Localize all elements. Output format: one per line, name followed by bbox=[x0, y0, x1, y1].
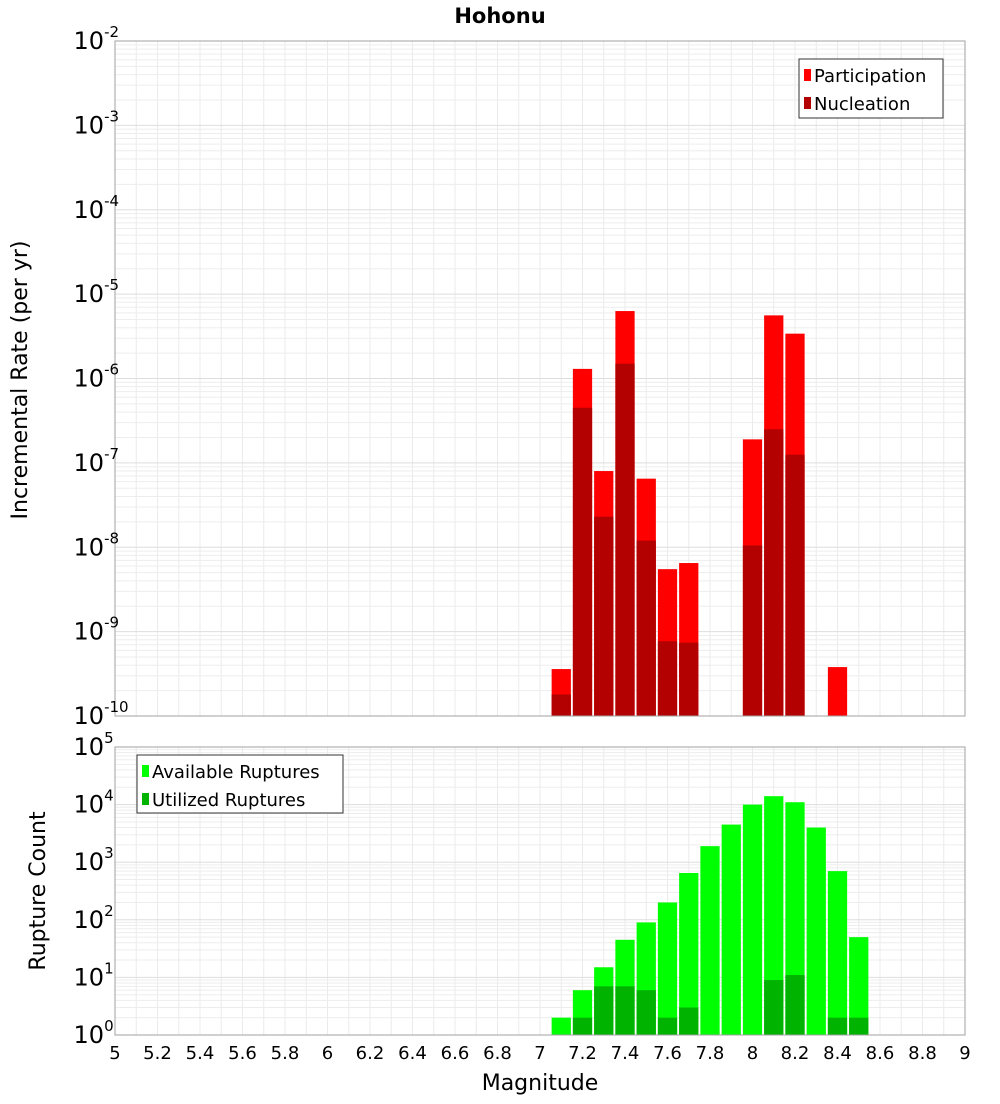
count-panel-y-tick-label: 102 bbox=[74, 902, 114, 934]
count-panel-bar bbox=[700, 846, 720, 1035]
x-tick-label: 7.4 bbox=[611, 1043, 640, 1064]
rate-panel-plot-border bbox=[114, 40, 966, 717]
top-y-axis-label: Incremental Rate (per yr) bbox=[8, 241, 33, 520]
count-panel-bar bbox=[657, 1017, 678, 1035]
count-panel-bar bbox=[849, 937, 869, 1035]
bottom-y-axis-label: Rupture Count bbox=[26, 811, 51, 971]
rate-panel-bar bbox=[615, 363, 635, 716]
rate-legend-swatch bbox=[804, 69, 811, 81]
x-tick-label: 5.2 bbox=[143, 1043, 172, 1064]
rate-legend-swatch bbox=[804, 97, 811, 109]
x-tick-label: 5.4 bbox=[186, 1043, 215, 1064]
rate-panel-plot-area bbox=[114, 40, 966, 717]
rate-legend-label: Participation bbox=[814, 66, 926, 87]
count-legend-label: Utilized Ruptures bbox=[152, 790, 305, 811]
count-panel-y-tick-label: 103 bbox=[74, 844, 114, 876]
count-panel-y-tick-label: 100 bbox=[74, 1017, 114, 1049]
x-tick-label: 7.6 bbox=[653, 1043, 682, 1064]
rate-panel-y-tick-label: 10-9 bbox=[74, 614, 120, 646]
rate-panel-y-tick-label: 10-7 bbox=[74, 445, 120, 477]
x-tick-label: 6.8 bbox=[483, 1043, 512, 1064]
rate-panel-gridlines bbox=[114, 41, 966, 717]
x-tick-label: 8.4 bbox=[823, 1043, 852, 1064]
rate-panel-bar bbox=[827, 667, 848, 716]
x-tick-label: 5.8 bbox=[271, 1043, 300, 1064]
rate-panel-y-tick-label: 10-6 bbox=[74, 361, 120, 393]
x-tick-label: 5 bbox=[109, 1043, 120, 1064]
count-panel-y-tick-label: 104 bbox=[74, 787, 114, 819]
rate-panel-y-tick-label: 10-8 bbox=[74, 529, 120, 561]
count-panel-bar bbox=[806, 827, 826, 1035]
count-panel-bar bbox=[679, 1007, 699, 1035]
x-axis-label: Magnitude bbox=[482, 1071, 599, 1096]
rate-panel-y-tick-label: 10-10 bbox=[74, 698, 129, 730]
rate-panel-bar bbox=[551, 694, 571, 716]
x-tick-label: 7 bbox=[534, 1043, 545, 1064]
rate-panel-bar bbox=[594, 516, 614, 716]
x-tick-label: 6.6 bbox=[441, 1043, 470, 1064]
count-panel-bar bbox=[721, 824, 741, 1035]
x-tick-label: 5.6 bbox=[228, 1043, 257, 1064]
count-panel-bar bbox=[764, 980, 784, 1035]
rate-legend-label: Nucleation bbox=[814, 94, 910, 115]
count-panel-bar bbox=[785, 975, 805, 1035]
count-legend-label: Available Ruptures bbox=[152, 762, 320, 783]
count-panel-y-tick-label: 105 bbox=[74, 729, 114, 761]
x-tick-label: 8.6 bbox=[866, 1043, 895, 1064]
x-tick-label: 6 bbox=[322, 1043, 333, 1064]
count-panel-bar bbox=[764, 796, 784, 1035]
x-tick-label: 8 bbox=[747, 1043, 758, 1064]
count-panel-bar bbox=[827, 1017, 848, 1035]
count-legend: Available Ruptures Utilized Ruptures bbox=[136, 754, 344, 814]
count-legend-swatch bbox=[142, 793, 149, 805]
x-tick-label: 7.8 bbox=[696, 1043, 725, 1064]
rate-panel-bar bbox=[636, 540, 656, 716]
count-legend-swatch bbox=[142, 765, 149, 777]
rate-panel-series-secondary bbox=[551, 363, 805, 716]
x-tick-label: 9 bbox=[959, 1043, 970, 1064]
count-panel-bar bbox=[679, 872, 699, 1035]
x-tick-label: 6.2 bbox=[356, 1043, 385, 1064]
count-panel-bar bbox=[615, 986, 635, 1035]
count-legend-box bbox=[136, 754, 344, 814]
rate-panel-bar bbox=[742, 545, 763, 716]
x-tick-label: 7.2 bbox=[568, 1043, 597, 1064]
rate-panel-y-tick-label: 10-2 bbox=[74, 23, 120, 55]
count-panel-bar bbox=[849, 1017, 869, 1035]
rate-panel-bar bbox=[764, 429, 784, 716]
x-tick-label: 8.2 bbox=[781, 1043, 810, 1064]
rate-legend-box bbox=[798, 58, 944, 119]
count-panel-bar bbox=[827, 871, 848, 1035]
count-panel-bar bbox=[572, 1017, 593, 1035]
rate-panel-bar bbox=[657, 641, 678, 716]
rate-panel-y-tick-label: 10-5 bbox=[74, 276, 120, 308]
count-panel-bar bbox=[551, 1017, 571, 1035]
count-panel-series-secondary bbox=[572, 975, 869, 1035]
rate-panel-bar bbox=[572, 407, 593, 716]
count-panel-bar bbox=[636, 990, 656, 1035]
rate-panel-bar bbox=[679, 642, 699, 716]
count-panel-y-tick-label: 101 bbox=[74, 959, 114, 991]
rate-panel-y-tick-label: 10-3 bbox=[74, 107, 120, 139]
x-tick-label: 8.8 bbox=[908, 1043, 937, 1064]
count-panel-bar bbox=[742, 804, 763, 1035]
count-panel-bar bbox=[657, 902, 678, 1035]
x-tick-label: 6.4 bbox=[398, 1043, 427, 1064]
rate-panel-y-tick-label: 10-4 bbox=[74, 192, 120, 224]
count-panel-plot-border bbox=[114, 746, 966, 1036]
count-panel-bar bbox=[594, 986, 614, 1035]
chart-title: Hohonu bbox=[454, 4, 545, 28]
rate-legend: Participation Nucleation bbox=[798, 58, 944, 119]
rate-panel-bar bbox=[785, 454, 805, 716]
